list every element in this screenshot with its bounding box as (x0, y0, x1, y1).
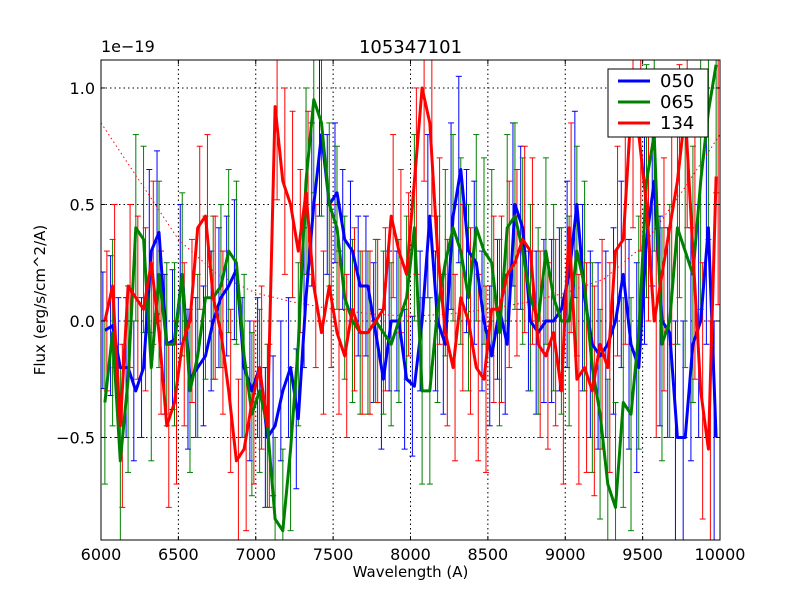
x-tick-label: 9000 (545, 545, 586, 564)
series-line-050 (104, 133, 718, 439)
legend-label-050: 050 (660, 71, 694, 92)
x-tick-label: 7500 (313, 545, 354, 564)
reference-curve (101, 122, 720, 317)
x-tick-label: 10000 (695, 545, 746, 564)
x-tick-label: 8500 (468, 545, 509, 564)
x-tick-label: 6500 (158, 545, 199, 564)
y-tick-label: −0.5 (56, 428, 95, 447)
y-tick-label: 1.0 (70, 79, 95, 98)
chart-title: 105347101 (359, 37, 462, 58)
x-tick-label: 7000 (235, 545, 276, 564)
x-axis-label: Wavelength (A) (353, 563, 469, 581)
series-line-134 (103, 86, 718, 463)
y-offset-label: 1e−19 (101, 37, 155, 56)
y-tick-label: 0.5 (70, 195, 95, 214)
legend-label-065: 065 (660, 92, 694, 113)
x-tick-label: 8000 (390, 545, 431, 564)
series-line-065 (103, 64, 718, 533)
y-tick-label: 0.0 (70, 312, 95, 331)
y-axis-label: Flux (erg/s/cm^2/A) (31, 225, 49, 376)
x-tick-label: 9500 (622, 545, 663, 564)
legend-label-134: 134 (660, 113, 694, 134)
x-tick-label: 6000 (81, 545, 122, 564)
